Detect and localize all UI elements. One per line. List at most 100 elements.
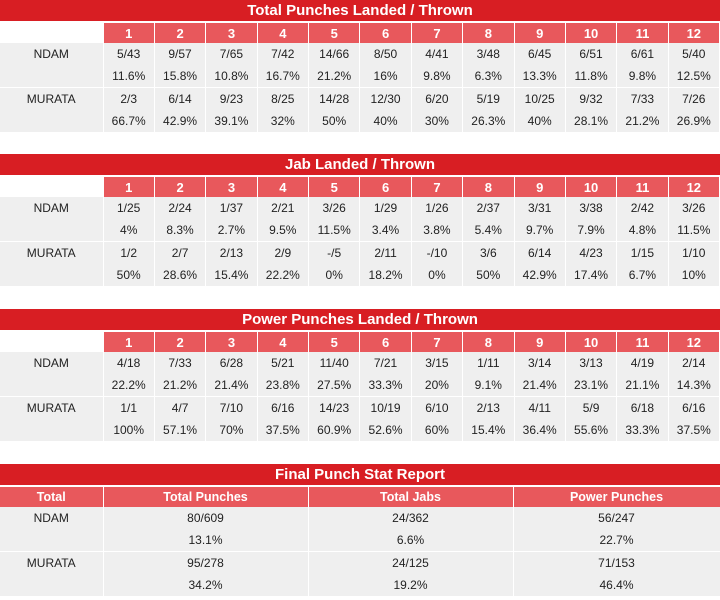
stat-cell: 11/40 xyxy=(308,352,361,374)
stat-cell: 3/26 xyxy=(308,197,361,219)
stat-cell: 6/61 xyxy=(616,43,669,65)
round-header: 1 xyxy=(103,176,155,197)
table-row: NDAM 4/18 7/33 6/28 5/21 11/40 7/21 3/15… xyxy=(0,352,720,374)
round-header: 2 xyxy=(154,176,207,197)
table-row: NDAM 80/609 24/362 56/247 xyxy=(0,507,720,529)
stat-cell: 6/28 xyxy=(205,352,258,374)
table-row: MURATA 95/278 24/125 71/153 xyxy=(0,551,720,574)
round-header: 10 xyxy=(565,22,618,43)
stat-cell: 10/19 xyxy=(359,396,412,419)
pct-cell: 22.7% xyxy=(513,529,720,552)
stat-cell: 2/14 xyxy=(668,352,720,374)
fighter-name: MURATA xyxy=(0,551,104,574)
round-header: 5 xyxy=(308,176,361,197)
pct-cell: 6.7% xyxy=(616,264,669,287)
pct-cell: 20% xyxy=(411,374,464,397)
stat-cell: 3/31 xyxy=(514,197,566,219)
stat-cell: 2/24 xyxy=(154,197,207,219)
stat-cell: 1/25 xyxy=(103,197,155,219)
pct-cell: 7.9% xyxy=(565,219,618,242)
round-header: 10 xyxy=(565,331,618,352)
pct-cell: 55.6% xyxy=(565,419,618,442)
round-header: 2 xyxy=(154,331,207,352)
stat-cell: 5/40 xyxy=(668,43,720,65)
empty-name-cell xyxy=(0,65,104,88)
pct-cell: 12.5% xyxy=(668,65,720,88)
pct-cell: 39.1% xyxy=(205,110,258,133)
pct-cell: 22.2% xyxy=(103,374,155,397)
round-header-row: 1 2 3 4 5 6 7 8 9 10 11 12 xyxy=(0,22,720,43)
stat-cell: -/10 xyxy=(411,241,464,264)
stat-cell: 56/247 xyxy=(513,507,720,529)
round-header: 1 xyxy=(103,22,155,43)
round-header: 9 xyxy=(514,176,566,197)
stat-cell: 6/16 xyxy=(257,396,310,419)
empty-name-cell xyxy=(0,529,104,552)
pct-cell: 36.4% xyxy=(514,419,566,442)
pct-cell: 19.2% xyxy=(308,574,514,597)
pct-cell: 13.3% xyxy=(514,65,566,88)
pct-cell: 10% xyxy=(668,264,720,287)
round-header: 11 xyxy=(616,22,669,43)
stat-cell: 2/9 xyxy=(257,241,310,264)
stat-cell: 14/23 xyxy=(308,396,361,419)
stat-cell: 5/19 xyxy=(462,87,515,110)
stat-cell: 7/10 xyxy=(205,396,258,419)
stat-cell: 6/14 xyxy=(154,87,207,110)
stat-cell: 6/20 xyxy=(411,87,464,110)
table-row: NDAM 5/43 9/57 7/65 7/42 14/66 8/50 4/41… xyxy=(0,43,720,65)
fighter-name: NDAM xyxy=(0,352,104,374)
stat-cell: 7/33 xyxy=(616,87,669,110)
fighter-name: MURATA xyxy=(0,396,104,419)
pct-cell: 3.8% xyxy=(411,219,464,242)
jab-title: Jab Landed / Thrown xyxy=(0,154,720,176)
pct-cell: 9.5% xyxy=(257,219,310,242)
pct-cell: 26.3% xyxy=(462,110,515,133)
pct-cell: 11.8% xyxy=(565,65,618,88)
stat-cell: 2/13 xyxy=(462,396,515,419)
stat-cell: 14/66 xyxy=(308,43,361,65)
empty-name-cell xyxy=(0,264,104,287)
stat-cell: 4/7 xyxy=(154,396,207,419)
table-row: 100% 57.1% 70% 37.5% 60.9% 52.6% 60% 15.… xyxy=(0,419,720,442)
pct-cell: 23.1% xyxy=(565,374,618,397)
pct-cell: 21.2% xyxy=(154,374,207,397)
stat-cell: 9/57 xyxy=(154,43,207,65)
pct-cell: 2.7% xyxy=(205,219,258,242)
pct-cell: 3.4% xyxy=(359,219,412,242)
round-header: 3 xyxy=(205,331,258,352)
pct-cell: 28.6% xyxy=(154,264,207,287)
table-row: MURATA 1/2 2/7 2/13 2/9 -/5 2/11 -/10 3/… xyxy=(0,241,720,264)
pct-cell: 50% xyxy=(308,110,361,133)
stat-cell: 12/30 xyxy=(359,87,412,110)
pct-cell: 9.8% xyxy=(616,65,669,88)
pct-cell: 5.4% xyxy=(462,219,515,242)
stat-cell: 1/10 xyxy=(668,241,720,264)
header-power-punches: Power Punches xyxy=(513,486,720,507)
pct-cell: 16.7% xyxy=(257,65,310,88)
pct-cell: 21.2% xyxy=(616,110,669,133)
stat-cell: 14/28 xyxy=(308,87,361,110)
pct-cell: 66.7% xyxy=(103,110,155,133)
header-total: Total xyxy=(0,486,104,507)
fighter-name: NDAM xyxy=(0,507,104,529)
stat-cell: 80/609 xyxy=(103,507,309,529)
stat-cell: 10/25 xyxy=(514,87,566,110)
table-row: 34.2% 19.2% 46.4% xyxy=(0,574,720,597)
round-header: 4 xyxy=(257,176,310,197)
pct-cell: 9.1% xyxy=(462,374,515,397)
stat-cell: 8/25 xyxy=(257,87,310,110)
pct-cell: 100% xyxy=(103,419,155,442)
round-header: 3 xyxy=(205,22,258,43)
total-punches-title: Total Punches Landed / Thrown xyxy=(0,0,720,22)
empty-name-cell xyxy=(0,419,104,442)
pct-cell: 9.7% xyxy=(514,219,566,242)
stat-cell: 2/37 xyxy=(462,197,515,219)
corner-cell xyxy=(0,176,104,197)
final-report-section: Final Punch Stat Report Total Total Punc… xyxy=(0,464,720,597)
stat-cell: 3/14 xyxy=(514,352,566,374)
round-header-row: 1 2 3 4 5 6 7 8 9 10 11 12 xyxy=(0,331,720,352)
round-header: 12 xyxy=(668,22,720,43)
stat-cell: 2/7 xyxy=(154,241,207,264)
